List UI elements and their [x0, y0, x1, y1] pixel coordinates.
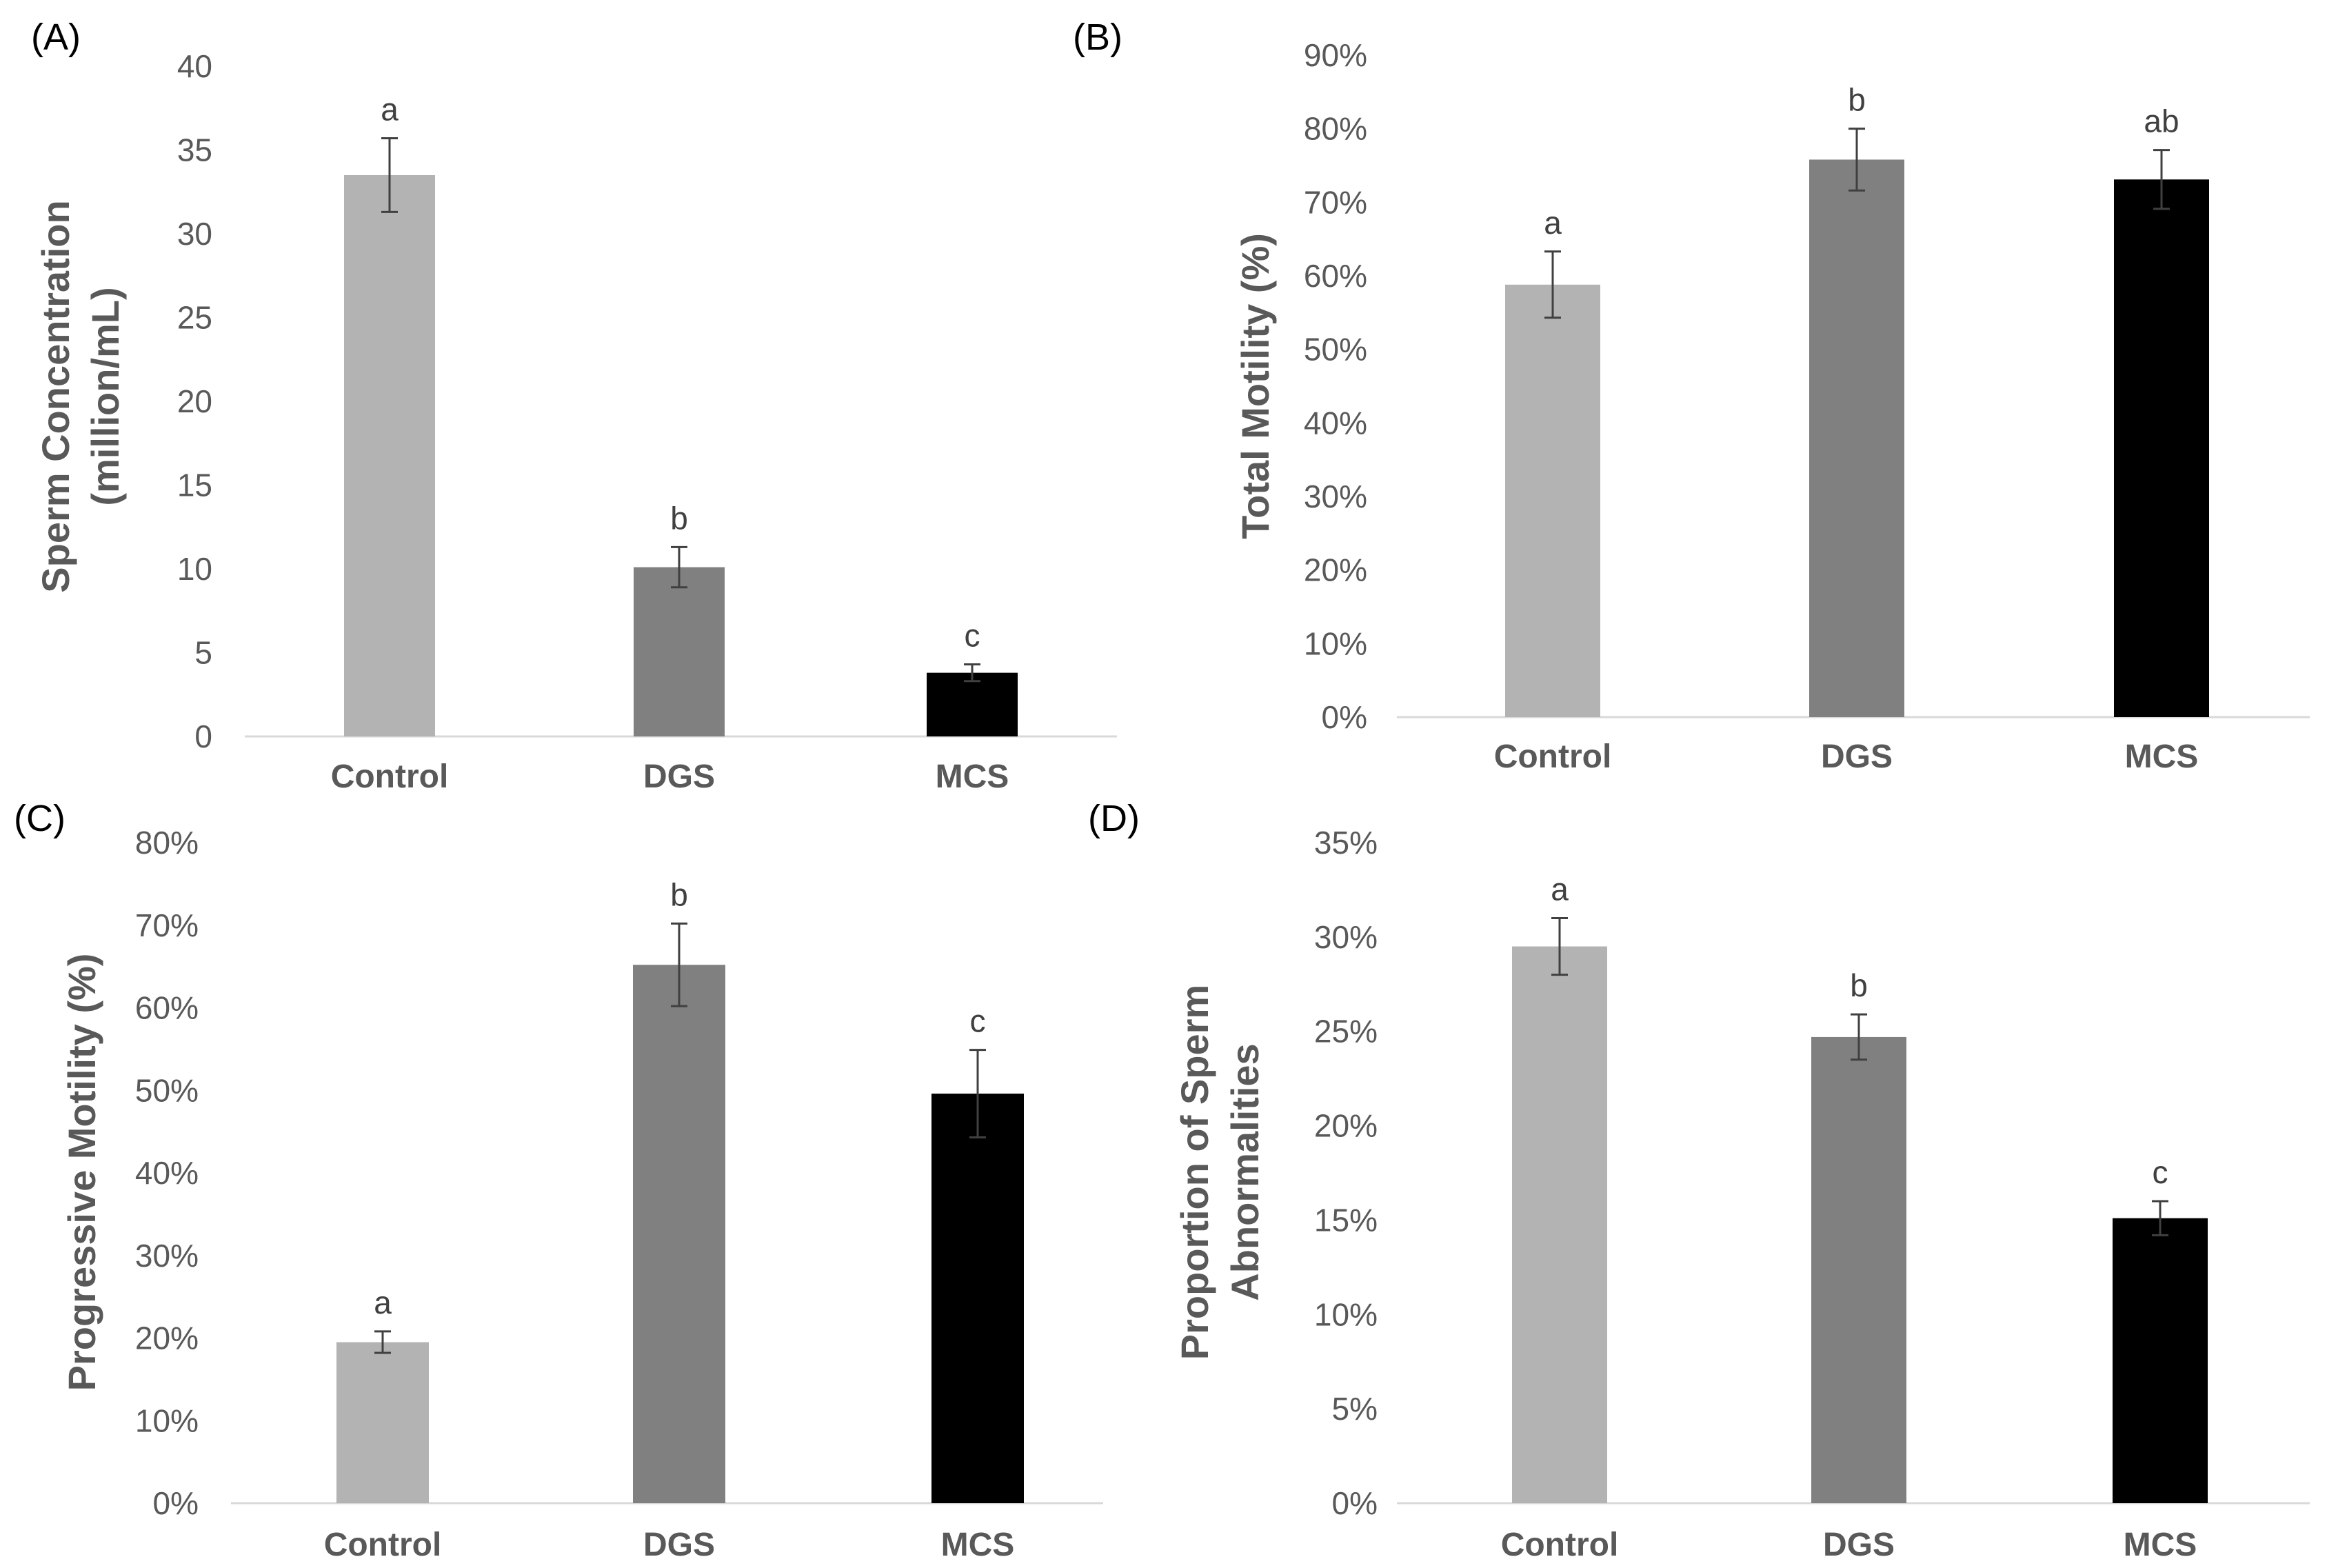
x-tick-label: Control [331, 758, 449, 795]
x-tick-label: Control [324, 1527, 442, 1563]
panel-letter: (B) [1073, 17, 1122, 58]
y-tick-label: 50% [1304, 332, 1367, 368]
bar-mcs [2114, 179, 2209, 717]
significance-label: a [381, 91, 399, 127]
significance-label: c [970, 1003, 986, 1039]
significance-label: a [374, 1285, 392, 1320]
significance-label: b [670, 876, 688, 912]
bar-mcs [2113, 1218, 2208, 1503]
significance-label: c [965, 618, 980, 654]
y-tick-label: 15 [177, 468, 212, 503]
significance-label: a [1551, 871, 1569, 907]
y-tick-label: 10% [1304, 625, 1367, 661]
y-tick-label: 10 [177, 551, 212, 587]
y-tick-label: 10% [135, 1403, 199, 1438]
y-tick-label: 5% [1332, 1391, 1378, 1427]
x-tick-label: Control [1501, 1527, 1619, 1563]
x-tick-label: DGS [1823, 1527, 1895, 1563]
y-tick-label: 20% [1304, 552, 1367, 588]
y-tick-label: 70% [1304, 184, 1367, 220]
y-tick-label: 40% [135, 1155, 199, 1191]
significance-label: b [1850, 967, 1868, 1003]
panel-c: (C) 0% 10% 20% 30% 40% 50% 60% 70% 80% Progressive… [14, 798, 1103, 1563]
error-bar [969, 1049, 986, 1139]
y-axis-title: Abnormalities [1223, 1043, 1267, 1300]
error-bar [1551, 916, 1568, 976]
error-bar [381, 137, 398, 213]
y-tick-label: 0% [153, 1485, 199, 1521]
x-tick-label: MCS [2124, 1527, 2197, 1563]
significance-label: b [670, 500, 688, 536]
error-bar [1851, 1013, 1867, 1061]
bar-dgs [1809, 159, 1904, 717]
y-tick-label: 50% [135, 1072, 199, 1108]
panel-b: (B) 0% 10% 20% 30% 40% 50% 60% 70% 80% 90% Total Mo… [1073, 17, 2310, 775]
significance-label: c [2153, 1154, 2168, 1190]
y-tick-label: 20% [1314, 1108, 1378, 1144]
y-axis-title: Sperm Concentration [34, 200, 77, 592]
bar-mcs [931, 1094, 1024, 1503]
error-bar [964, 663, 980, 683]
bar-dgs [1811, 1036, 1906, 1503]
y-tick-label: 15% [1314, 1202, 1378, 1238]
bar-control [344, 174, 435, 736]
significance-label: b [1848, 82, 1866, 118]
y-axis-title: Progressive Motility (%) [60, 954, 103, 1391]
bar-dgs [633, 965, 725, 1503]
error-bar [2153, 149, 2170, 210]
y-tick-label: 30% [1314, 919, 1378, 955]
panel-letter: (A) [31, 17, 81, 58]
y-axis-title: Proportion of Sperm [1173, 985, 1216, 1360]
x-tick-label: Control [1494, 738, 1612, 775]
error-bar [671, 545, 687, 589]
error-bar [2152, 1200, 2168, 1236]
x-tick-label: MCS [936, 758, 1009, 795]
y-tick-label: 30% [135, 1238, 199, 1274]
y-tick-label: 20% [135, 1320, 199, 1356]
error-bar [1848, 128, 1865, 192]
significance-label: ab [2144, 103, 2179, 139]
panel-letter: (C) [14, 798, 66, 839]
y-tick-label: 80% [1304, 111, 1367, 147]
y-tick-label: 35 [177, 132, 212, 168]
y-tick-label: 40 [177, 48, 212, 84]
error-bar [671, 922, 687, 1007]
error-bar [374, 1330, 391, 1354]
y-tick-label: 30% [1304, 479, 1367, 514]
y-tick-label: 80% [135, 825, 199, 861]
y-tick-label: 70% [135, 907, 199, 943]
y-tick-label: 60% [135, 990, 199, 1026]
x-tick-label: DGS [1821, 738, 1893, 775]
y-tick-label: 40% [1304, 405, 1367, 441]
bar-control [1505, 284, 1600, 717]
y-tick-label: 30 [177, 216, 212, 252]
bar-dgs [634, 567, 725, 736]
bar-control [336, 1342, 429, 1503]
error-bar [1544, 250, 1561, 319]
x-tick-label: MCS [941, 1527, 1015, 1563]
y-tick-label: 10% [1314, 1296, 1378, 1332]
bar-mcs [927, 672, 1018, 736]
y-tick-label: 25 [177, 300, 212, 336]
y-tick-label: 5 [194, 635, 212, 671]
y-tick-label: 0 [194, 718, 212, 754]
y-tick-label: 60% [1304, 258, 1367, 294]
y-tick-label: 0% [1322, 699, 1367, 735]
y-axis-title: Total Motility (%) [1233, 233, 1277, 539]
significance-label: a [1544, 205, 1562, 241]
x-tick-label: DGS [643, 758, 715, 795]
bar-control [1512, 946, 1607, 1503]
y-tick-label: 0% [1332, 1485, 1378, 1521]
panel-a: (A) 0 5 10 15 20 25 30 35 40 Sperm Concentration (m… [31, 17, 1117, 795]
x-tick-label: DGS [643, 1527, 715, 1563]
panel-letter: (D) [1088, 798, 1140, 839]
y-tick-label: 20 [177, 383, 212, 419]
x-tick-label: MCS [2125, 738, 2199, 775]
y-tick-label: 25% [1314, 1014, 1378, 1049]
y-tick-label: 35% [1314, 825, 1378, 861]
y-tick-label: 90% [1304, 37, 1367, 73]
panel-d: (D) 0% 5% 10% 15% 20% 25% 30% 35% Proportion of S… [1088, 798, 2310, 1563]
y-axis-title: (million/mL) [83, 287, 127, 505]
